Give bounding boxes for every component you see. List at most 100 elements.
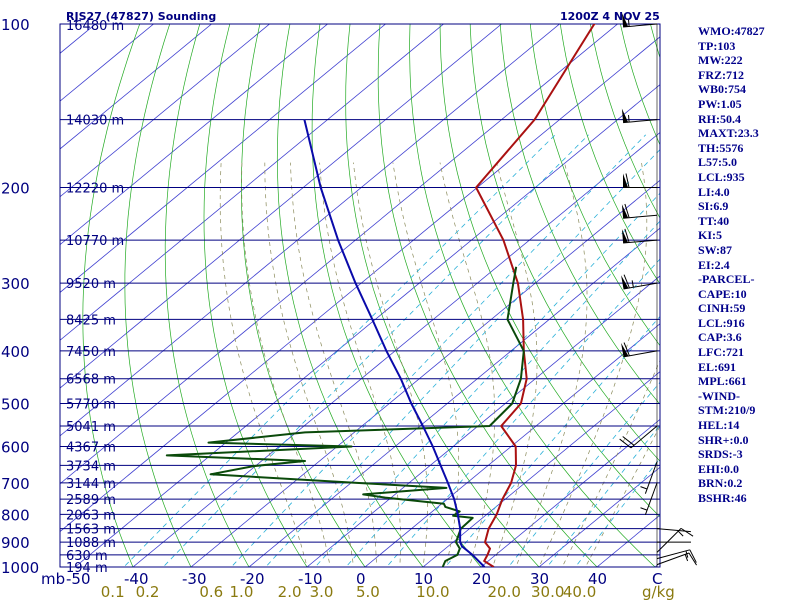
wind-barb-staff bbox=[644, 461, 658, 494]
temperature-line bbox=[475, 24, 597, 567]
stat-tp: TP:103 bbox=[698, 38, 736, 53]
mixing-ratio-unit: g/kg bbox=[642, 583, 675, 600]
stat-parcel: -PARCEL- bbox=[698, 272, 755, 287]
isotherm-line bbox=[60, 24, 213, 150]
height-label: 5770 m bbox=[66, 398, 116, 413]
mixing-ratio-label: 40.0 bbox=[563, 583, 596, 600]
pressure-label: 400 bbox=[1, 343, 30, 361]
wind-barb bbox=[640, 482, 658, 516]
pressure-label: 500 bbox=[1, 396, 30, 414]
stat-ki: KI:5 bbox=[698, 228, 722, 243]
pressure-label: 700 bbox=[1, 475, 30, 493]
height-label: 3144 m bbox=[66, 477, 116, 492]
dry-adiabat-line bbox=[311, 24, 482, 567]
temperature-tick-label: -50 bbox=[66, 570, 91, 588]
dry-adiabat-line bbox=[377, 24, 598, 567]
wind-barb-feather bbox=[622, 436, 635, 446]
stat-si: SI:6.9 bbox=[698, 199, 729, 214]
stat-pw: PW:1.05 bbox=[698, 96, 742, 111]
stat-cape: CAPE:10 bbox=[698, 286, 747, 301]
height-label: 194 m bbox=[66, 561, 108, 576]
wind-barb bbox=[656, 528, 691, 533]
height-label: 2589 m bbox=[66, 493, 116, 508]
temperature-tick-label: -40 bbox=[124, 570, 149, 588]
mixing-ratio-line bbox=[230, 134, 646, 567]
temperature-tick-label: -20 bbox=[240, 570, 265, 588]
stat-brn: BRN:0.2 bbox=[698, 476, 743, 491]
stability-indices-panel: WMO:47827 TP:103 MW:222 FRZ:712 WB0:754 PW:1.… bbox=[698, 24, 798, 506]
dry-adiabat-line bbox=[499, 24, 660, 406]
isotherm-line bbox=[538, 466, 660, 567]
pressure-label: 1000 bbox=[1, 559, 39, 577]
wind-barb-feather bbox=[625, 173, 630, 188]
isotherm-line bbox=[60, 24, 155, 102]
mixing-ratio-line bbox=[574, 457, 660, 567]
temperature-tick-label: -30 bbox=[182, 570, 207, 588]
dry-adiabat-line bbox=[590, 24, 660, 219]
wind-barb bbox=[656, 552, 697, 566]
moist-adiabat-line bbox=[264, 162, 354, 567]
dry-adiabat-line bbox=[559, 24, 660, 285]
temperature-tick-label: 40 bbox=[588, 570, 607, 588]
stat-stm: STM:210/9 bbox=[698, 403, 756, 418]
mixing-ratio-label: 0.1 bbox=[101, 583, 125, 600]
stat-frz: FRZ:712 bbox=[698, 67, 744, 82]
wind-barb-flag bbox=[621, 13, 629, 27]
wind-barb-staff bbox=[656, 549, 690, 560]
wind-barb-half-feather bbox=[631, 280, 634, 288]
stat-l57: L57:5.0 bbox=[698, 155, 737, 170]
height-label: 6568 m bbox=[66, 373, 116, 388]
wind-barb-staff bbox=[644, 482, 658, 516]
moist-adiabat-line bbox=[538, 162, 648, 567]
stat-hel: HEL:14 bbox=[698, 418, 740, 433]
temperature-tick-label: 0 bbox=[356, 570, 366, 588]
mixing-ratio-line bbox=[546, 424, 660, 567]
stat-ei: EI:2.4 bbox=[698, 257, 730, 272]
wind-barb-staff bbox=[656, 528, 691, 533]
wind-barb bbox=[640, 461, 658, 494]
dry-adiabat-line bbox=[345, 24, 540, 567]
pressure-label: 200 bbox=[1, 179, 30, 197]
height-label: 10770 m bbox=[66, 234, 124, 249]
stat-rh: RH:50.4 bbox=[698, 111, 741, 126]
moist-adiabat-line bbox=[353, 162, 428, 567]
moist-adiabat-line bbox=[492, 162, 538, 567]
stat-li: LI:4.0 bbox=[698, 184, 730, 199]
stat-bshr: BSHR:46 bbox=[698, 491, 747, 505]
pressure-label: 900 bbox=[1, 534, 30, 552]
stat-mpl: MPL:661 bbox=[698, 374, 747, 389]
pressure-label: 600 bbox=[1, 439, 30, 457]
mixing-ratio-line bbox=[123, 134, 556, 567]
wind-barb-feather bbox=[680, 527, 694, 537]
wind-barb-flag bbox=[621, 275, 629, 289]
dry-adiabat-line bbox=[82, 24, 141, 567]
wind-barb-half-feather bbox=[684, 554, 689, 562]
moist-adiabat-line bbox=[515, 162, 588, 567]
temperature-tick-label: C bbox=[652, 570, 662, 588]
wind-barb bbox=[621, 203, 658, 219]
wind-barb-feather bbox=[624, 228, 630, 243]
chart-time: 1200Z 4 NOV 25 bbox=[560, 10, 660, 23]
stat-tt: TT:40 bbox=[698, 213, 730, 228]
height-label: 9520 m bbox=[66, 277, 116, 292]
stat-cap: CAP:3.6 bbox=[698, 330, 742, 345]
height-label: 12220 m bbox=[66, 181, 124, 196]
wind-barb bbox=[656, 549, 697, 563]
stat-srds: SRDS:-3 bbox=[698, 447, 743, 462]
wind-barb bbox=[619, 425, 658, 449]
dry-adiabat-line bbox=[620, 24, 660, 146]
mixing-ratio-label: 3.0 bbox=[310, 583, 334, 600]
height-label: 2063 m bbox=[66, 508, 116, 523]
pressure-label: 800 bbox=[1, 506, 30, 524]
height-label: 5041 m bbox=[66, 420, 116, 435]
dry-adiabat-line bbox=[529, 24, 660, 347]
stat-wind: -WIND- bbox=[698, 388, 740, 403]
pressure-label: 100 bbox=[1, 16, 30, 34]
stat-sw: SW:87 bbox=[698, 242, 733, 257]
height-label: 14030 m bbox=[66, 114, 124, 129]
dry-adiabat-line bbox=[276, 24, 424, 567]
mixing-ratio-label: 10.0 bbox=[416, 583, 449, 600]
mixing-ratio-label: 5.0 bbox=[356, 583, 380, 600]
wind-barb-feather bbox=[624, 203, 630, 218]
dry-adiabat-line bbox=[203, 24, 308, 567]
